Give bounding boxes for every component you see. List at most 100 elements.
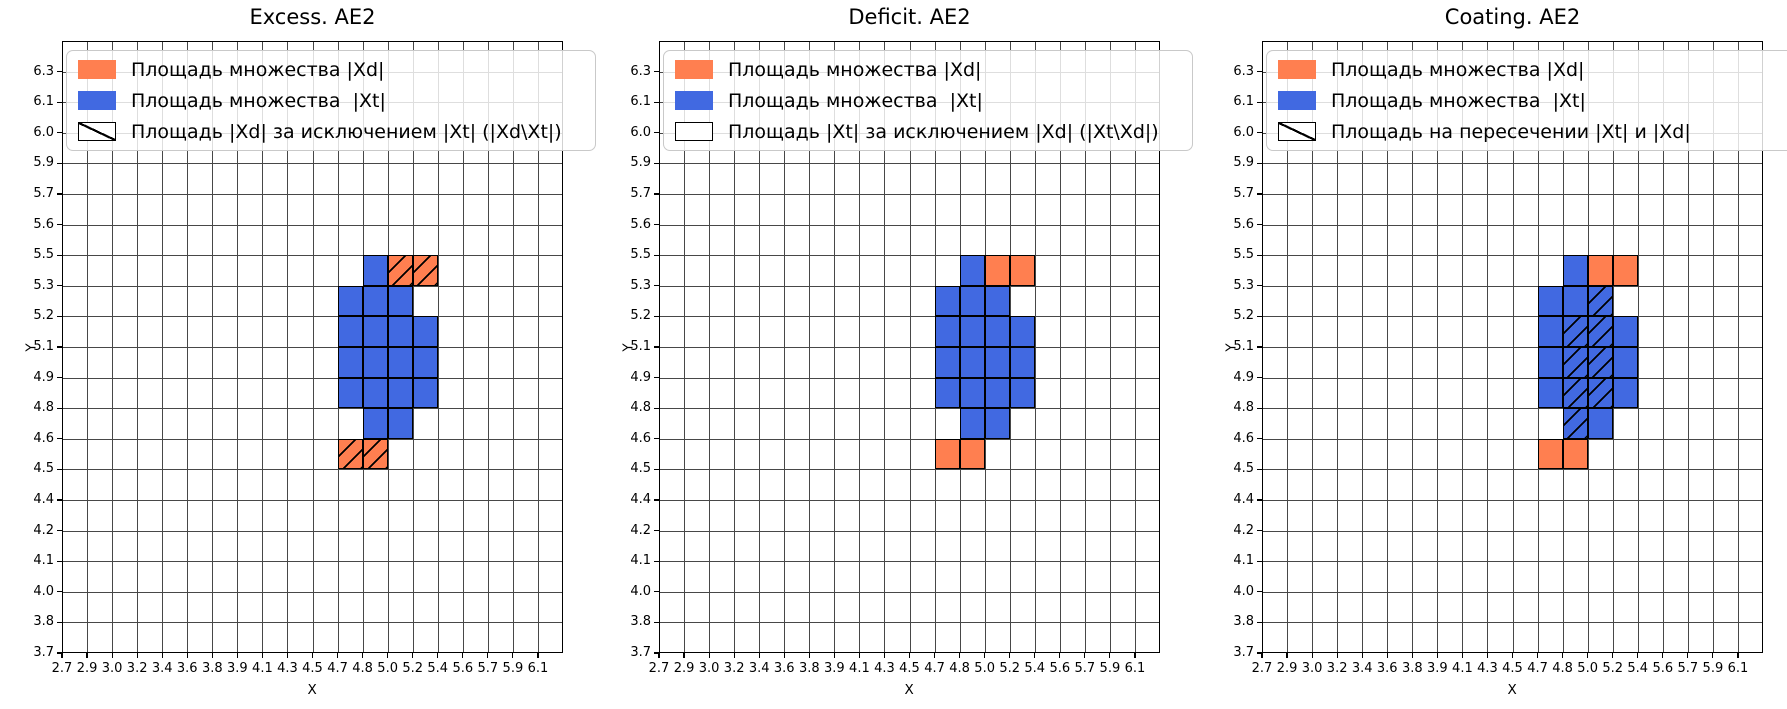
intersection-cell xyxy=(1587,377,1613,409)
x-tick-label: 2.9 xyxy=(76,661,98,676)
tick-mark xyxy=(858,653,860,658)
legend-label: Площадь множества |Xt| xyxy=(1331,89,1586,112)
x-tick-label: 3.4 xyxy=(1351,661,1373,676)
tick-mark xyxy=(1257,499,1262,501)
tick-mark xyxy=(57,530,62,532)
xt-cell xyxy=(362,377,388,409)
grid-line xyxy=(62,255,563,257)
xt-cell xyxy=(362,255,388,286)
grid-line xyxy=(1262,561,1763,563)
xt-cell xyxy=(1612,316,1638,347)
x-tick-label: 4.1 xyxy=(1452,661,1473,676)
y-tick-label: 5.5 xyxy=(630,247,651,263)
tick-mark xyxy=(1257,438,1262,440)
legend-swatch-xd-icon xyxy=(1278,60,1316,79)
x-tick-label: 4.1 xyxy=(849,661,870,676)
tick-mark xyxy=(1257,254,1262,256)
tick-mark xyxy=(654,101,659,103)
grid-line xyxy=(659,622,1160,624)
grid-line xyxy=(62,622,563,624)
tick-mark xyxy=(57,315,62,317)
y-tick-label: 4.2 xyxy=(630,522,651,538)
y-tick-label: 4.6 xyxy=(630,430,651,446)
tick-mark xyxy=(1461,653,1463,658)
grid-line xyxy=(62,194,563,195)
x-tick-label: 3.4 xyxy=(748,661,770,676)
legend-item: Площадь |Xt| за исключением |Xd| (|Xt\Xd… xyxy=(675,116,1192,147)
tick-mark xyxy=(654,254,659,256)
tick-mark xyxy=(654,438,659,440)
legend-label: Площадь множества |Xd| xyxy=(1331,58,1585,81)
tick-mark xyxy=(186,653,188,658)
xt-cell xyxy=(387,408,413,439)
xt-cell xyxy=(934,347,960,378)
legend-label: Площадь множества |Xt| xyxy=(728,89,983,112)
tick-mark xyxy=(437,653,439,658)
grid-line xyxy=(659,224,1160,226)
x-tick-label: 4.7 xyxy=(924,661,945,676)
x-tick-label: 4.7 xyxy=(1527,661,1548,676)
y-tick-label: 3.8 xyxy=(1233,614,1254,630)
legend-swatch-xd-icon xyxy=(78,60,116,79)
grid-line xyxy=(1262,285,1763,287)
legend-item: Площадь на пересечении |Xt| и |Xd| xyxy=(1278,116,1787,147)
xt-cell xyxy=(1562,255,1588,286)
y-tick-label: 6.1 xyxy=(1233,94,1254,110)
xt-cell xyxy=(959,377,985,409)
tick-mark xyxy=(1562,653,1564,658)
xd-cell xyxy=(984,255,1010,286)
x-tick-label: 5.7 xyxy=(1074,661,1096,676)
tick-mark xyxy=(654,315,659,317)
y-tick-label: 5.5 xyxy=(1233,247,1254,263)
y-tick-label: 4.9 xyxy=(33,369,54,385)
y-tick-label: 4.1 xyxy=(1233,553,1254,569)
xt-cell xyxy=(984,347,1010,378)
tick-mark xyxy=(654,346,659,348)
tick-mark xyxy=(654,468,659,470)
tick-mark xyxy=(57,101,62,103)
tick-mark xyxy=(1257,71,1262,73)
xd-cell xyxy=(1612,255,1638,286)
xt-cell xyxy=(984,285,1010,317)
xd-cell xyxy=(934,438,960,470)
y-tick-label: 5.9 xyxy=(630,155,651,171)
legend-item: Площадь множества |Xt| xyxy=(1278,85,1787,116)
xt-cell xyxy=(1612,377,1638,409)
x-tick-label: 5.2 xyxy=(402,661,424,676)
x-tick-label: 5.9 xyxy=(1702,661,1724,676)
xt-cell xyxy=(959,408,985,439)
grid-line xyxy=(1262,163,1763,165)
xt-cell xyxy=(959,285,985,317)
tick-mark xyxy=(654,652,659,654)
grid-line xyxy=(659,530,1160,532)
x-tick-label: 5.6 xyxy=(1652,661,1674,676)
xt-cell xyxy=(412,347,438,378)
grid-line xyxy=(1262,591,1763,593)
x-tick-label: 6.1 xyxy=(1124,661,1146,676)
x-tick-label: 3.6 xyxy=(773,661,795,676)
tick-mark xyxy=(1257,101,1262,103)
y-tick-label: 4.9 xyxy=(630,369,651,385)
tick-mark xyxy=(57,499,62,501)
tick-mark xyxy=(1662,653,1664,658)
tick-mark xyxy=(683,653,685,658)
y-tick-label: 4.2 xyxy=(33,522,54,538)
tick-mark xyxy=(1257,377,1262,379)
intersection-cell xyxy=(1587,347,1613,378)
y-tick-label: 4.8 xyxy=(630,400,651,416)
tick-mark xyxy=(1687,653,1689,658)
y-tick-label: 4.5 xyxy=(1233,461,1254,477)
legend-label: Площадь |Xt| за исключением |Xd| (|Xt\Xd… xyxy=(728,120,1159,143)
tick-mark xyxy=(758,653,760,658)
y-tick-label: 4.9 xyxy=(1233,369,1254,385)
xt-cell xyxy=(1009,347,1035,378)
xt-cell xyxy=(362,408,388,439)
y-tick-label: 6.0 xyxy=(33,124,54,140)
xd-cell xyxy=(1587,255,1613,286)
xt-cell xyxy=(934,377,960,409)
x-tick-label: 3.9 xyxy=(824,661,845,676)
x-tick-label: 5.6 xyxy=(452,661,474,676)
tick-mark xyxy=(1311,653,1313,658)
y-tick-label: 5.6 xyxy=(630,216,651,232)
x-tick-label: 4.5 xyxy=(899,661,920,676)
